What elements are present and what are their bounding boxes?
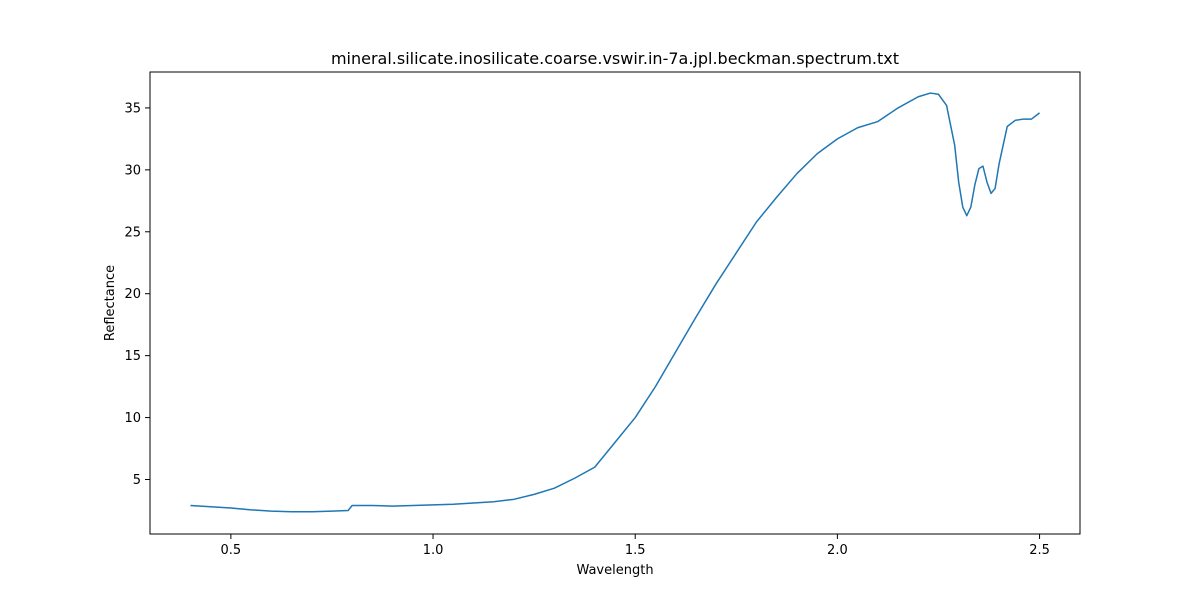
y-axis-label: Reflectance <box>103 265 118 341</box>
chart-title: mineral.silicate.inosilicate.coarse.vswi… <box>331 49 899 68</box>
spectrum-line <box>190 92 1041 513</box>
x-tick-label: 2.5 <box>1029 543 1050 558</box>
x-tick-label: 1.5 <box>625 543 646 558</box>
plot-area-frame <box>149 71 1081 535</box>
y-tick-label: 20 <box>124 287 141 302</box>
y-tick-label: 35 <box>124 101 141 116</box>
y-tick-label: 25 <box>124 225 141 240</box>
x-tick-label: 2.0 <box>827 543 848 558</box>
y-tick-label: 30 <box>124 163 141 178</box>
x-tick-label: 1.0 <box>423 543 444 558</box>
y-tick-label: 15 <box>124 349 141 364</box>
x-axis-ticks: 0.5 1.0 1.5 2.0 2.5 <box>221 534 1050 558</box>
y-tick-label: 10 <box>124 411 141 426</box>
y-tick-label: 5 <box>133 473 141 488</box>
y-axis-ticks: 5 10 15 20 25 30 35 <box>124 101 150 488</box>
x-tick-label: 0.5 <box>221 543 242 558</box>
x-axis-label: Wavelength <box>576 563 653 578</box>
